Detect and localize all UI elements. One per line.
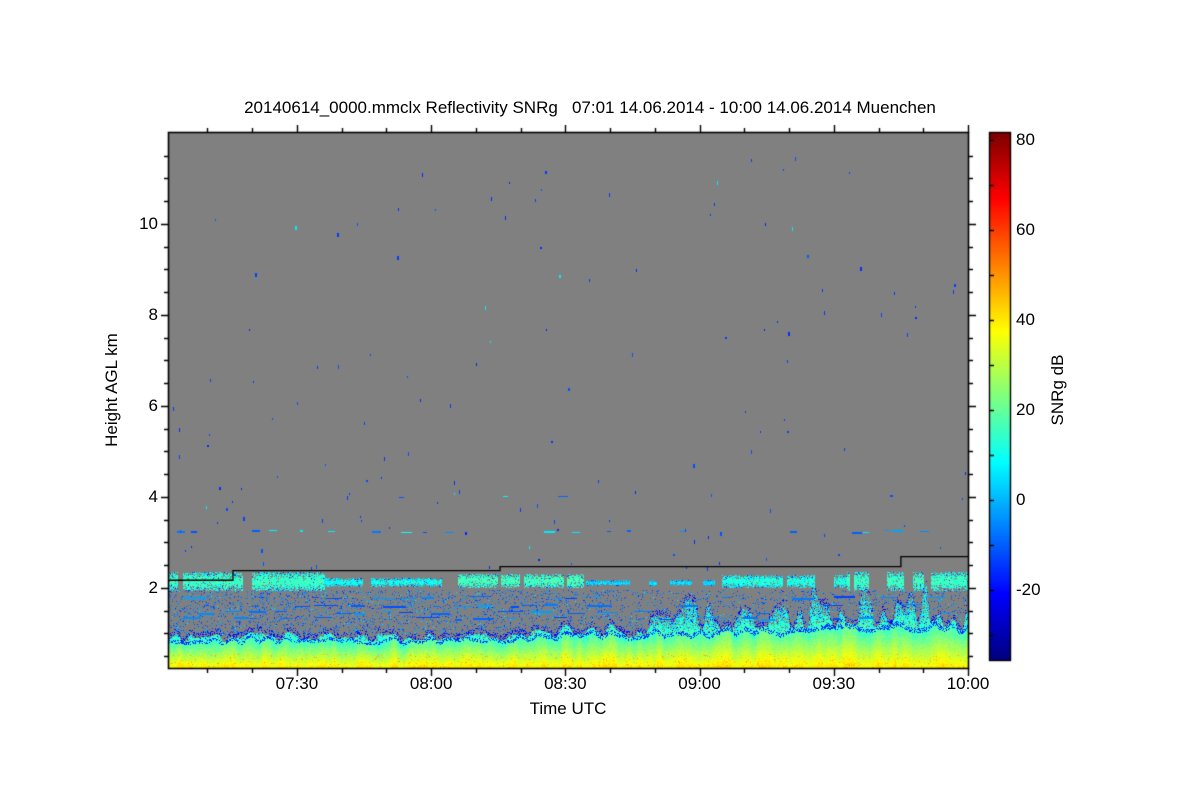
y-tick-label-6: 6 (148, 395, 158, 415)
x-tick-label-0830: 08:30 (544, 674, 587, 693)
colorbar-label: SNRg dB (1048, 354, 1067, 426)
x-axis-label: Time UTC (529, 699, 607, 718)
colorbar-tick-label-80: 80 (1016, 130, 1035, 150)
chart-title: 20140614_0000.mmclx Reflectivity SNRg 07… (244, 98, 936, 117)
colorbar-tick-label-0: 0 (1016, 489, 1026, 509)
colorbar-tick-label-60: 60 (1016, 220, 1035, 240)
y-tick-label-8: 8 (148, 304, 158, 324)
colorbar-tick-label-40: 40 (1016, 310, 1035, 330)
y-tick-label-10: 10 (139, 213, 158, 233)
y-tick-label-4: 4 (148, 486, 158, 506)
x-tick-label-0730: 07:30 (275, 674, 319, 693)
colorbar-tick-label-20: 20 (1016, 399, 1035, 419)
colorbar-tick-label--20: -20 (1016, 579, 1041, 599)
x-tick-label-0800: 08:00 (409, 674, 453, 693)
y-axis-label: Height AGL km (102, 333, 121, 447)
y-tick-label-2: 2 (148, 577, 158, 597)
x-tick-label-0900: 09:00 (678, 674, 721, 693)
x-tick-label-1000: 10:00 (946, 674, 990, 693)
x-tick-label-0930: 09:30 (812, 674, 856, 693)
